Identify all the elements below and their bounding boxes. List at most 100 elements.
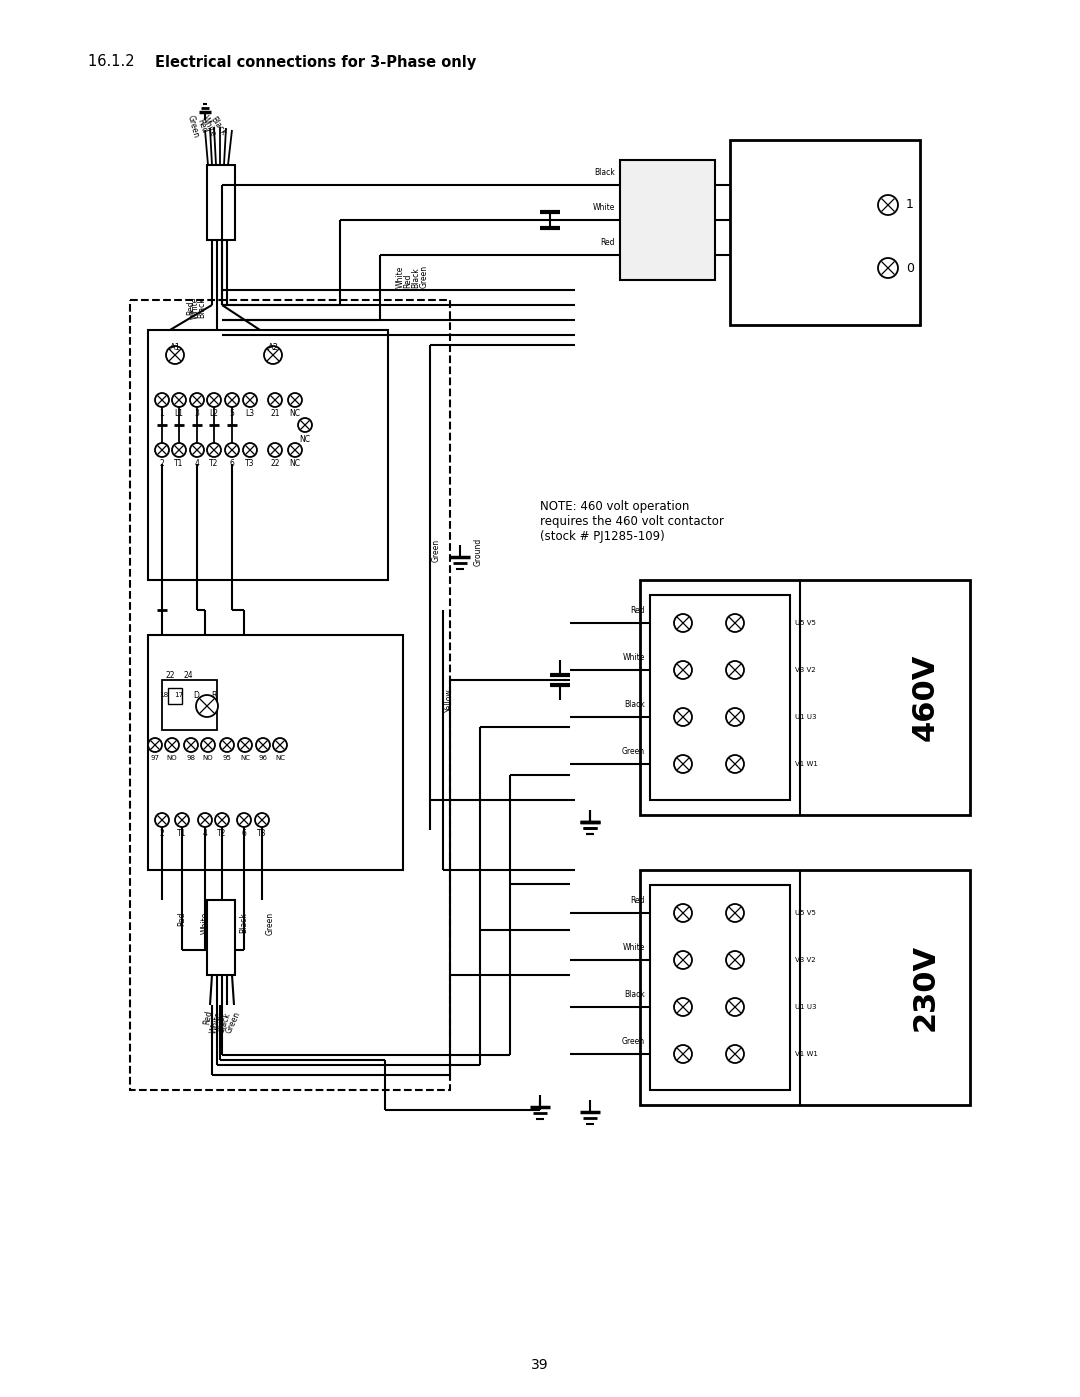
Circle shape — [201, 738, 215, 752]
Text: White: White — [201, 115, 218, 138]
Bar — [148, 330, 388, 580]
Text: NC: NC — [289, 460, 300, 468]
Circle shape — [878, 196, 897, 215]
Text: 97: 97 — [150, 754, 160, 761]
Bar — [650, 886, 789, 1090]
Bar — [148, 636, 403, 870]
Text: D: D — [193, 690, 199, 700]
Text: 39: 39 — [531, 1358, 549, 1372]
Text: L3: L3 — [245, 409, 255, 419]
Circle shape — [674, 708, 692, 726]
Text: NO: NO — [203, 754, 214, 761]
Text: Red: Red — [631, 895, 645, 905]
Circle shape — [195, 694, 218, 717]
Bar — [650, 595, 789, 800]
Circle shape — [726, 754, 744, 773]
Text: 1: 1 — [160, 409, 164, 419]
Text: T3: T3 — [245, 460, 255, 468]
Circle shape — [166, 346, 184, 365]
Text: NC: NC — [299, 434, 311, 443]
Circle shape — [674, 754, 692, 773]
Text: A2: A2 — [268, 344, 279, 352]
Text: 0: 0 — [906, 261, 914, 274]
Text: White: White — [623, 943, 645, 951]
Text: 22: 22 — [165, 671, 175, 679]
Text: 2: 2 — [160, 460, 164, 468]
Text: U1 U3: U1 U3 — [795, 714, 816, 719]
Circle shape — [268, 393, 282, 407]
Bar — [168, 687, 183, 704]
Text: Black: Black — [208, 115, 228, 137]
Text: Red: Red — [404, 274, 413, 288]
Circle shape — [243, 443, 257, 457]
Text: T2: T2 — [210, 460, 218, 468]
Text: 6: 6 — [242, 828, 246, 837]
Text: 3: 3 — [194, 409, 200, 419]
Circle shape — [256, 738, 270, 752]
Circle shape — [726, 615, 744, 631]
Text: 2: 2 — [160, 828, 164, 837]
Text: Ground: Ground — [474, 538, 483, 566]
Text: U5 V5: U5 V5 — [795, 909, 815, 916]
Circle shape — [674, 904, 692, 922]
Text: Green: Green — [622, 747, 645, 756]
Text: L1: L1 — [175, 409, 184, 419]
Circle shape — [674, 997, 692, 1016]
Text: White: White — [208, 1011, 224, 1035]
Text: 95: 95 — [222, 754, 231, 761]
Text: Green: Green — [266, 912, 274, 935]
Text: Yellow: Yellow — [445, 689, 454, 712]
Circle shape — [255, 813, 269, 827]
Text: T2: T2 — [217, 828, 227, 837]
Text: 6: 6 — [230, 460, 234, 468]
Circle shape — [190, 443, 204, 457]
Text: Green: Green — [419, 265, 429, 288]
Text: Red: Red — [177, 912, 187, 926]
Text: Black: Black — [411, 267, 420, 288]
Circle shape — [175, 813, 189, 827]
Text: NO: NO — [166, 754, 177, 761]
Text: T3: T3 — [257, 828, 267, 837]
Text: L2: L2 — [210, 409, 218, 419]
Circle shape — [298, 418, 312, 432]
Circle shape — [220, 738, 234, 752]
Bar — [640, 870, 970, 1105]
Circle shape — [878, 258, 897, 278]
Circle shape — [674, 951, 692, 970]
Text: Black: Black — [624, 700, 645, 710]
Circle shape — [726, 904, 744, 922]
Text: Electrical connections for 3-Phase only: Electrical connections for 3-Phase only — [156, 54, 476, 70]
Text: Green: Green — [622, 1037, 645, 1046]
Circle shape — [726, 1045, 744, 1063]
Circle shape — [726, 708, 744, 726]
Circle shape — [726, 661, 744, 679]
Circle shape — [156, 393, 168, 407]
Circle shape — [237, 813, 251, 827]
Text: 18: 18 — [160, 692, 168, 698]
Circle shape — [156, 443, 168, 457]
Circle shape — [238, 738, 252, 752]
Circle shape — [198, 813, 212, 827]
Circle shape — [172, 443, 186, 457]
Circle shape — [273, 738, 287, 752]
Bar — [207, 900, 235, 975]
Circle shape — [156, 813, 168, 827]
Circle shape — [243, 393, 257, 407]
Text: T1: T1 — [174, 460, 184, 468]
Circle shape — [172, 393, 186, 407]
Text: U1 U3: U1 U3 — [795, 1004, 816, 1010]
Circle shape — [225, 393, 239, 407]
Text: 5: 5 — [230, 409, 234, 419]
Text: Red: Red — [195, 117, 210, 134]
Text: White: White — [623, 652, 645, 662]
Circle shape — [225, 443, 239, 457]
Text: White: White — [191, 296, 200, 319]
Text: 4: 4 — [194, 460, 200, 468]
Circle shape — [288, 393, 302, 407]
Text: 21: 21 — [270, 409, 280, 419]
Circle shape — [165, 738, 179, 752]
Text: White: White — [201, 912, 210, 935]
Text: 17: 17 — [174, 692, 184, 698]
Circle shape — [184, 738, 198, 752]
Text: Green: Green — [186, 115, 200, 140]
